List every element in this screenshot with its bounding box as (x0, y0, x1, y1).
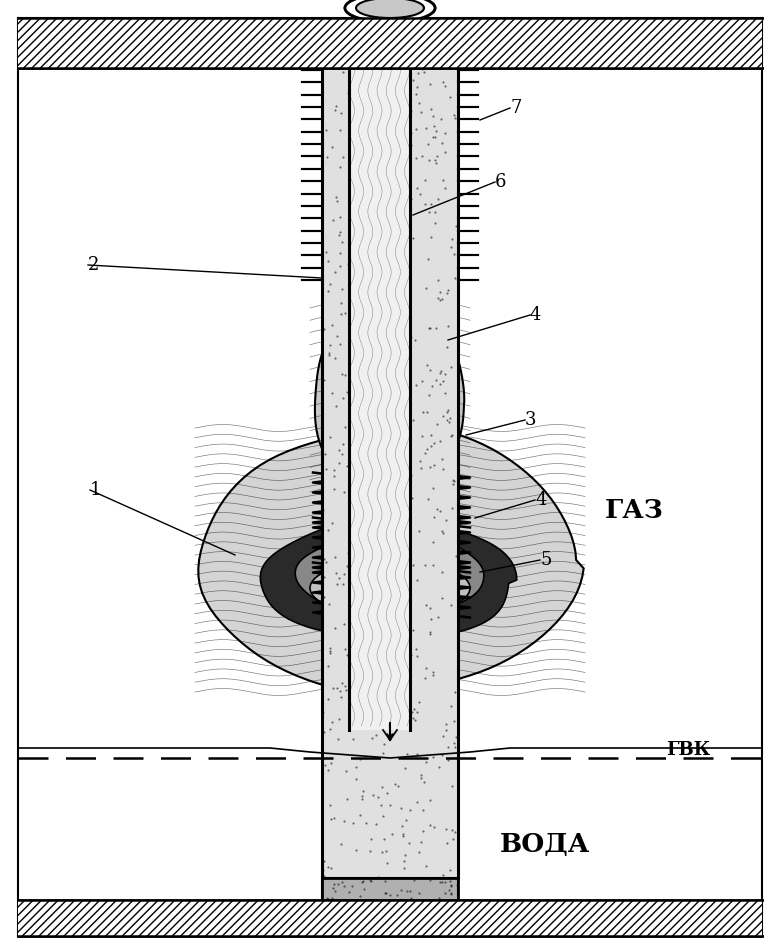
Bar (18, 18, 762, 68)
Text: 4: 4 (530, 306, 541, 324)
Text: 3: 3 (525, 411, 537, 429)
Polygon shape (315, 306, 464, 501)
Ellipse shape (345, 0, 435, 22)
Text: ГВК: ГВК (666, 741, 710, 759)
Bar (322, 878, 458, 932)
Bar (18, 900, 762, 936)
Ellipse shape (356, 0, 424, 18)
Text: 5: 5 (540, 551, 551, 569)
Text: ВОДА: ВОДА (500, 833, 590, 857)
Ellipse shape (356, 0, 424, 18)
Polygon shape (198, 427, 583, 693)
Polygon shape (296, 533, 484, 617)
Ellipse shape (310, 560, 470, 616)
Polygon shape (261, 519, 516, 638)
Text: 1: 1 (90, 481, 101, 499)
Text: 2: 2 (88, 256, 99, 274)
Bar (349, 18, 410, 730)
Text: 6: 6 (495, 173, 506, 191)
Text: ГАЗ: ГАЗ (605, 497, 664, 522)
Text: 4: 4 (535, 491, 546, 509)
Bar (322, 18, 458, 878)
Bar (18, 18, 762, 68)
Ellipse shape (345, 0, 435, 22)
Bar (322, 18, 458, 878)
Text: 7: 7 (510, 99, 521, 117)
Bar (349, 18, 410, 730)
Bar (18, 900, 762, 936)
